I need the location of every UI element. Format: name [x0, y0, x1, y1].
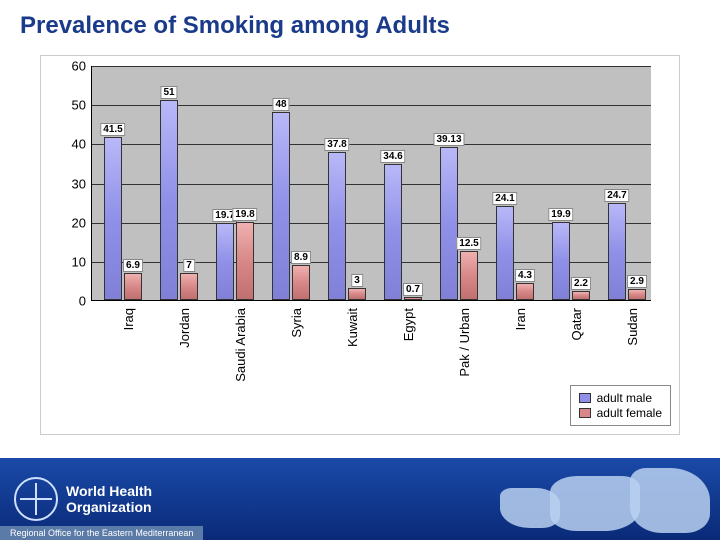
x-tick-label: Syria [289, 308, 304, 338]
footer: World Health Organization Regional Offic… [0, 458, 720, 540]
y-tick-label: 0 [79, 294, 92, 309]
bar-female: 0.7 [404, 297, 422, 300]
legend-label-male: adult male [597, 391, 652, 405]
x-tick-label: Qatar [569, 308, 584, 341]
legend-swatch-female [579, 408, 591, 418]
value-label: 7 [183, 259, 195, 272]
bar-female: 12.5 [460, 251, 478, 300]
who-text: World Health Organization [66, 483, 152, 515]
bar-male: 39.13 [440, 147, 458, 300]
who-emblem-icon [14, 477, 58, 521]
value-label: 8.9 [291, 251, 311, 264]
value-label: 19.8 [232, 208, 257, 221]
page-title: Prevalence of Smoking among Adults [20, 12, 700, 40]
legend-item-male: adult male [579, 391, 662, 405]
value-label: 2.9 [627, 275, 647, 288]
x-tick-label: Saudi Arabia [233, 308, 248, 382]
x-tick-label: Jordan [177, 308, 192, 348]
legend: adult male adult female [570, 385, 671, 426]
value-label: 6.9 [123, 259, 143, 272]
value-label: 51 [160, 86, 177, 99]
bar-female: 2.9 [628, 289, 646, 300]
legend-item-female: adult female [579, 406, 662, 420]
y-tick-label: 20 [72, 215, 92, 230]
value-label: 0.7 [403, 283, 423, 296]
bar-male: 24.7 [608, 203, 626, 300]
value-label: 19.9 [548, 208, 573, 221]
regional-office-label: Regional Office for the Eastern Mediterr… [0, 526, 203, 540]
bar-female: 4.3 [516, 283, 534, 300]
legend-swatch-male [579, 393, 591, 403]
title-bar: Prevalence of Smoking among Adults [0, 0, 720, 48]
value-label: 12.5 [456, 237, 481, 250]
x-tick-label: Pak / Urban [457, 308, 472, 377]
y-tick-label: 60 [72, 59, 92, 74]
bar-male: 41.5 [104, 137, 122, 300]
x-tick-label: Iraq [121, 308, 136, 330]
y-tick-label: 10 [72, 254, 92, 269]
bar-female: 3 [348, 288, 366, 300]
value-label: 37.8 [324, 138, 349, 151]
map-silhouette [490, 458, 720, 540]
value-label: 39.13 [433, 133, 464, 146]
bar-male: 19.7 [216, 223, 234, 300]
bar-male: 34.6 [384, 164, 402, 300]
grid-line [92, 66, 651, 67]
legend-label-female: adult female [597, 406, 662, 420]
bar-male: 37.8 [328, 152, 346, 300]
who-logo: World Health Organization [0, 477, 152, 521]
plot-area: 010203040506041.56.951719.719.8488.937.8… [91, 66, 651, 301]
x-tick-label: Egypt [401, 308, 416, 341]
bar-female: 19.8 [236, 222, 254, 300]
bar-female: 6.9 [124, 273, 142, 300]
value-label: 24.1 [492, 192, 517, 205]
map-region-icon [550, 476, 640, 531]
bar-male: 24.1 [496, 206, 514, 300]
value-label: 2.2 [571, 277, 591, 290]
x-tick-label: Iran [513, 308, 528, 330]
y-tick-label: 30 [72, 176, 92, 191]
org-name-line2: Organization [66, 499, 152, 515]
x-axis-labels: Iraq Jordan Saudi Arabia Syria Kuwait Egypt Pa… [91, 304, 651, 394]
org-name-line1: World Health [66, 483, 152, 499]
bar-male: 48 [272, 112, 290, 300]
x-tick-label: Sudan [625, 308, 640, 346]
value-label: 4.3 [515, 269, 535, 282]
value-label: 34.6 [380, 150, 405, 163]
chart-container: 010203040506041.56.951719.719.8488.937.8… [40, 55, 680, 435]
y-tick-label: 40 [72, 137, 92, 152]
value-label: 48 [272, 98, 289, 111]
value-label: 24.7 [604, 189, 629, 202]
bar-female: 7 [180, 273, 198, 300]
bar-male: 51 [160, 100, 178, 300]
bar-female: 2.2 [572, 291, 590, 300]
map-region-icon [630, 468, 710, 533]
bar-female: 8.9 [292, 265, 310, 300]
y-tick-label: 50 [72, 98, 92, 113]
x-tick-label: Kuwait [345, 308, 360, 347]
bar-male: 19.9 [552, 222, 570, 300]
value-label: 41.5 [100, 123, 125, 136]
value-label: 3 [351, 274, 363, 287]
